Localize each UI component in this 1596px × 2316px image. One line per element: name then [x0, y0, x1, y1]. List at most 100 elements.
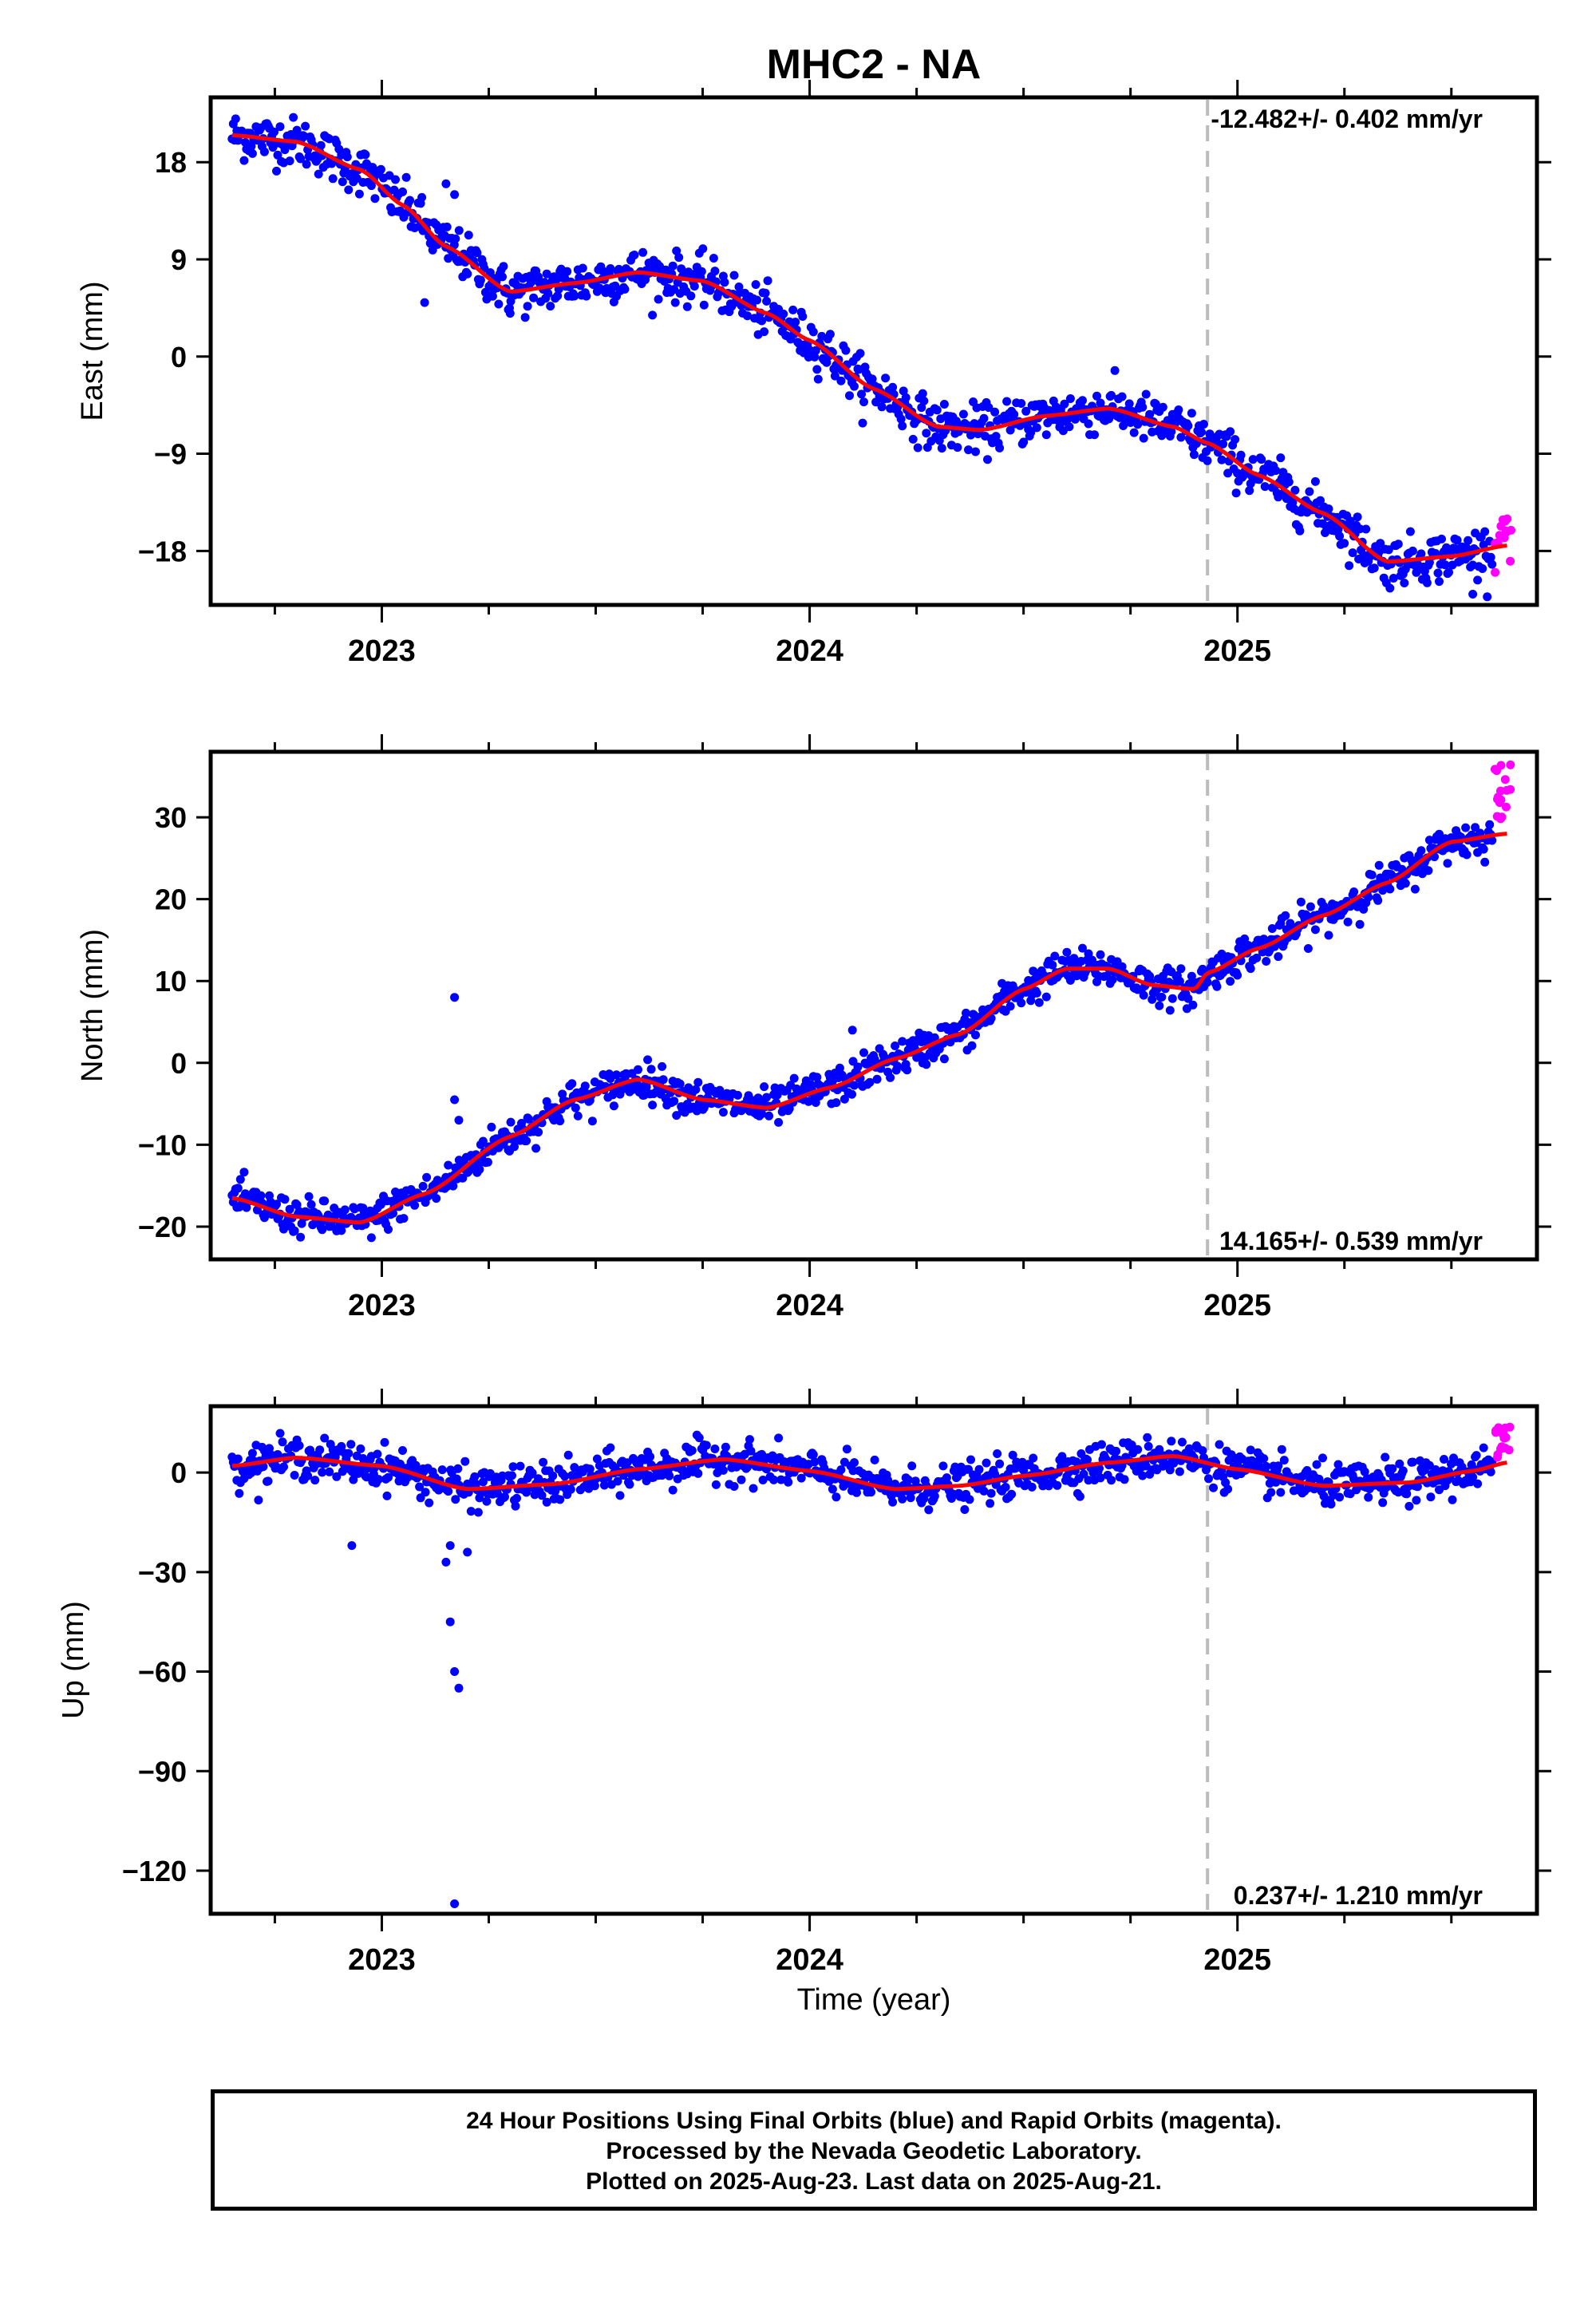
final-point	[1176, 964, 1186, 974]
final-point	[366, 1233, 376, 1243]
final-point	[911, 1476, 920, 1486]
final-point	[487, 1122, 496, 1132]
final-point	[1050, 951, 1060, 961]
final-point	[531, 1144, 541, 1153]
final-point	[1177, 1437, 1187, 1447]
final-point	[1167, 1437, 1176, 1446]
final-point	[485, 268, 495, 278]
final-point	[1005, 425, 1015, 435]
final-point	[1008, 1450, 1017, 1460]
final-point	[432, 1194, 441, 1203]
final-point	[405, 196, 415, 205]
final-point	[1233, 970, 1242, 980]
final-point	[762, 1093, 772, 1102]
final-point	[1120, 1475, 1129, 1484]
final-point	[361, 1472, 371, 1482]
final-point	[798, 312, 808, 321]
final-point	[971, 447, 980, 456]
final-point	[1032, 423, 1041, 433]
final-point	[760, 288, 770, 298]
final-point	[1084, 949, 1093, 958]
final-point	[356, 1444, 365, 1453]
final-point	[555, 1495, 565, 1504]
final-point	[1095, 1464, 1104, 1473]
final-point	[984, 403, 994, 413]
y-tick-label: −90	[138, 1755, 187, 1788]
final-point	[938, 1461, 948, 1471]
final-point	[510, 1142, 519, 1152]
final-point	[259, 147, 269, 156]
rapid-point	[1499, 533, 1509, 543]
final-point	[290, 1471, 299, 1480]
final-point	[1199, 420, 1208, 429]
final-point	[870, 1455, 879, 1464]
final-point	[939, 400, 949, 409]
final-point	[1395, 1459, 1404, 1468]
final-point	[922, 429, 931, 438]
final-point	[812, 365, 822, 374]
final-point	[967, 1041, 977, 1050]
final-point	[867, 374, 877, 384]
final-point	[966, 1455, 975, 1464]
final-point	[1385, 583, 1395, 593]
final-point	[612, 1070, 621, 1080]
final-point	[1107, 390, 1116, 400]
panel-east: 18 9 0 −9 −18 2023 2024 2025 East (mm) -12.482+/-…	[76, 80, 1551, 668]
final-point	[715, 1085, 725, 1095]
y-tick-label: 0	[171, 341, 187, 373]
final-point	[1209, 1483, 1218, 1492]
final-point	[658, 1075, 668, 1085]
final-point	[320, 1196, 330, 1206]
final-point	[1246, 964, 1255, 974]
final-point	[1167, 427, 1176, 437]
final-point	[693, 1468, 703, 1478]
y-tick-label: −60	[138, 1656, 187, 1689]
final-point	[1032, 988, 1041, 998]
final-point	[1167, 994, 1177, 1003]
final-point	[922, 1060, 931, 1069]
final-point-outlier	[450, 993, 460, 1002]
rapid-point	[1501, 802, 1511, 812]
final-point	[1246, 1445, 1255, 1455]
final-point-outlier	[441, 179, 451, 188]
final-point	[466, 1507, 476, 1516]
final-point	[1452, 536, 1462, 545]
final-point	[1422, 578, 1432, 587]
final-point	[1187, 971, 1196, 981]
final-point	[444, 1160, 453, 1170]
final-point	[852, 1488, 861, 1497]
rapid-point	[1507, 525, 1515, 535]
final-point	[924, 1505, 934, 1515]
final-point	[1175, 977, 1184, 986]
final-point	[867, 1488, 875, 1497]
final-point	[296, 1232, 306, 1242]
final-point	[1405, 527, 1415, 536]
final-point	[318, 1225, 327, 1235]
final-point	[1306, 902, 1315, 911]
final-point	[1117, 962, 1127, 971]
rapid-point	[1506, 760, 1515, 769]
final-point	[273, 150, 282, 160]
final-point	[1155, 1445, 1164, 1454]
final-point	[870, 1054, 879, 1064]
y-tick-label: −18	[138, 535, 187, 567]
final-point	[670, 1097, 679, 1106]
final-point	[1271, 466, 1281, 476]
final-point	[1183, 421, 1193, 430]
final-point	[1276, 453, 1286, 463]
final-point	[764, 1111, 774, 1120]
final-point	[1027, 1482, 1037, 1492]
rapid-point	[1498, 515, 1507, 524]
final-point	[506, 1117, 516, 1127]
final-point	[275, 1429, 285, 1438]
final-point	[1236, 450, 1246, 460]
final-point	[516, 1461, 525, 1471]
final-point	[1259, 1454, 1269, 1464]
final-point	[1369, 563, 1379, 573]
rapid-point	[1506, 556, 1515, 566]
x-tick-label: 2024	[776, 1943, 843, 1977]
final-point	[1440, 1455, 1448, 1464]
final-point	[643, 1055, 653, 1065]
final-point	[235, 1488, 244, 1498]
